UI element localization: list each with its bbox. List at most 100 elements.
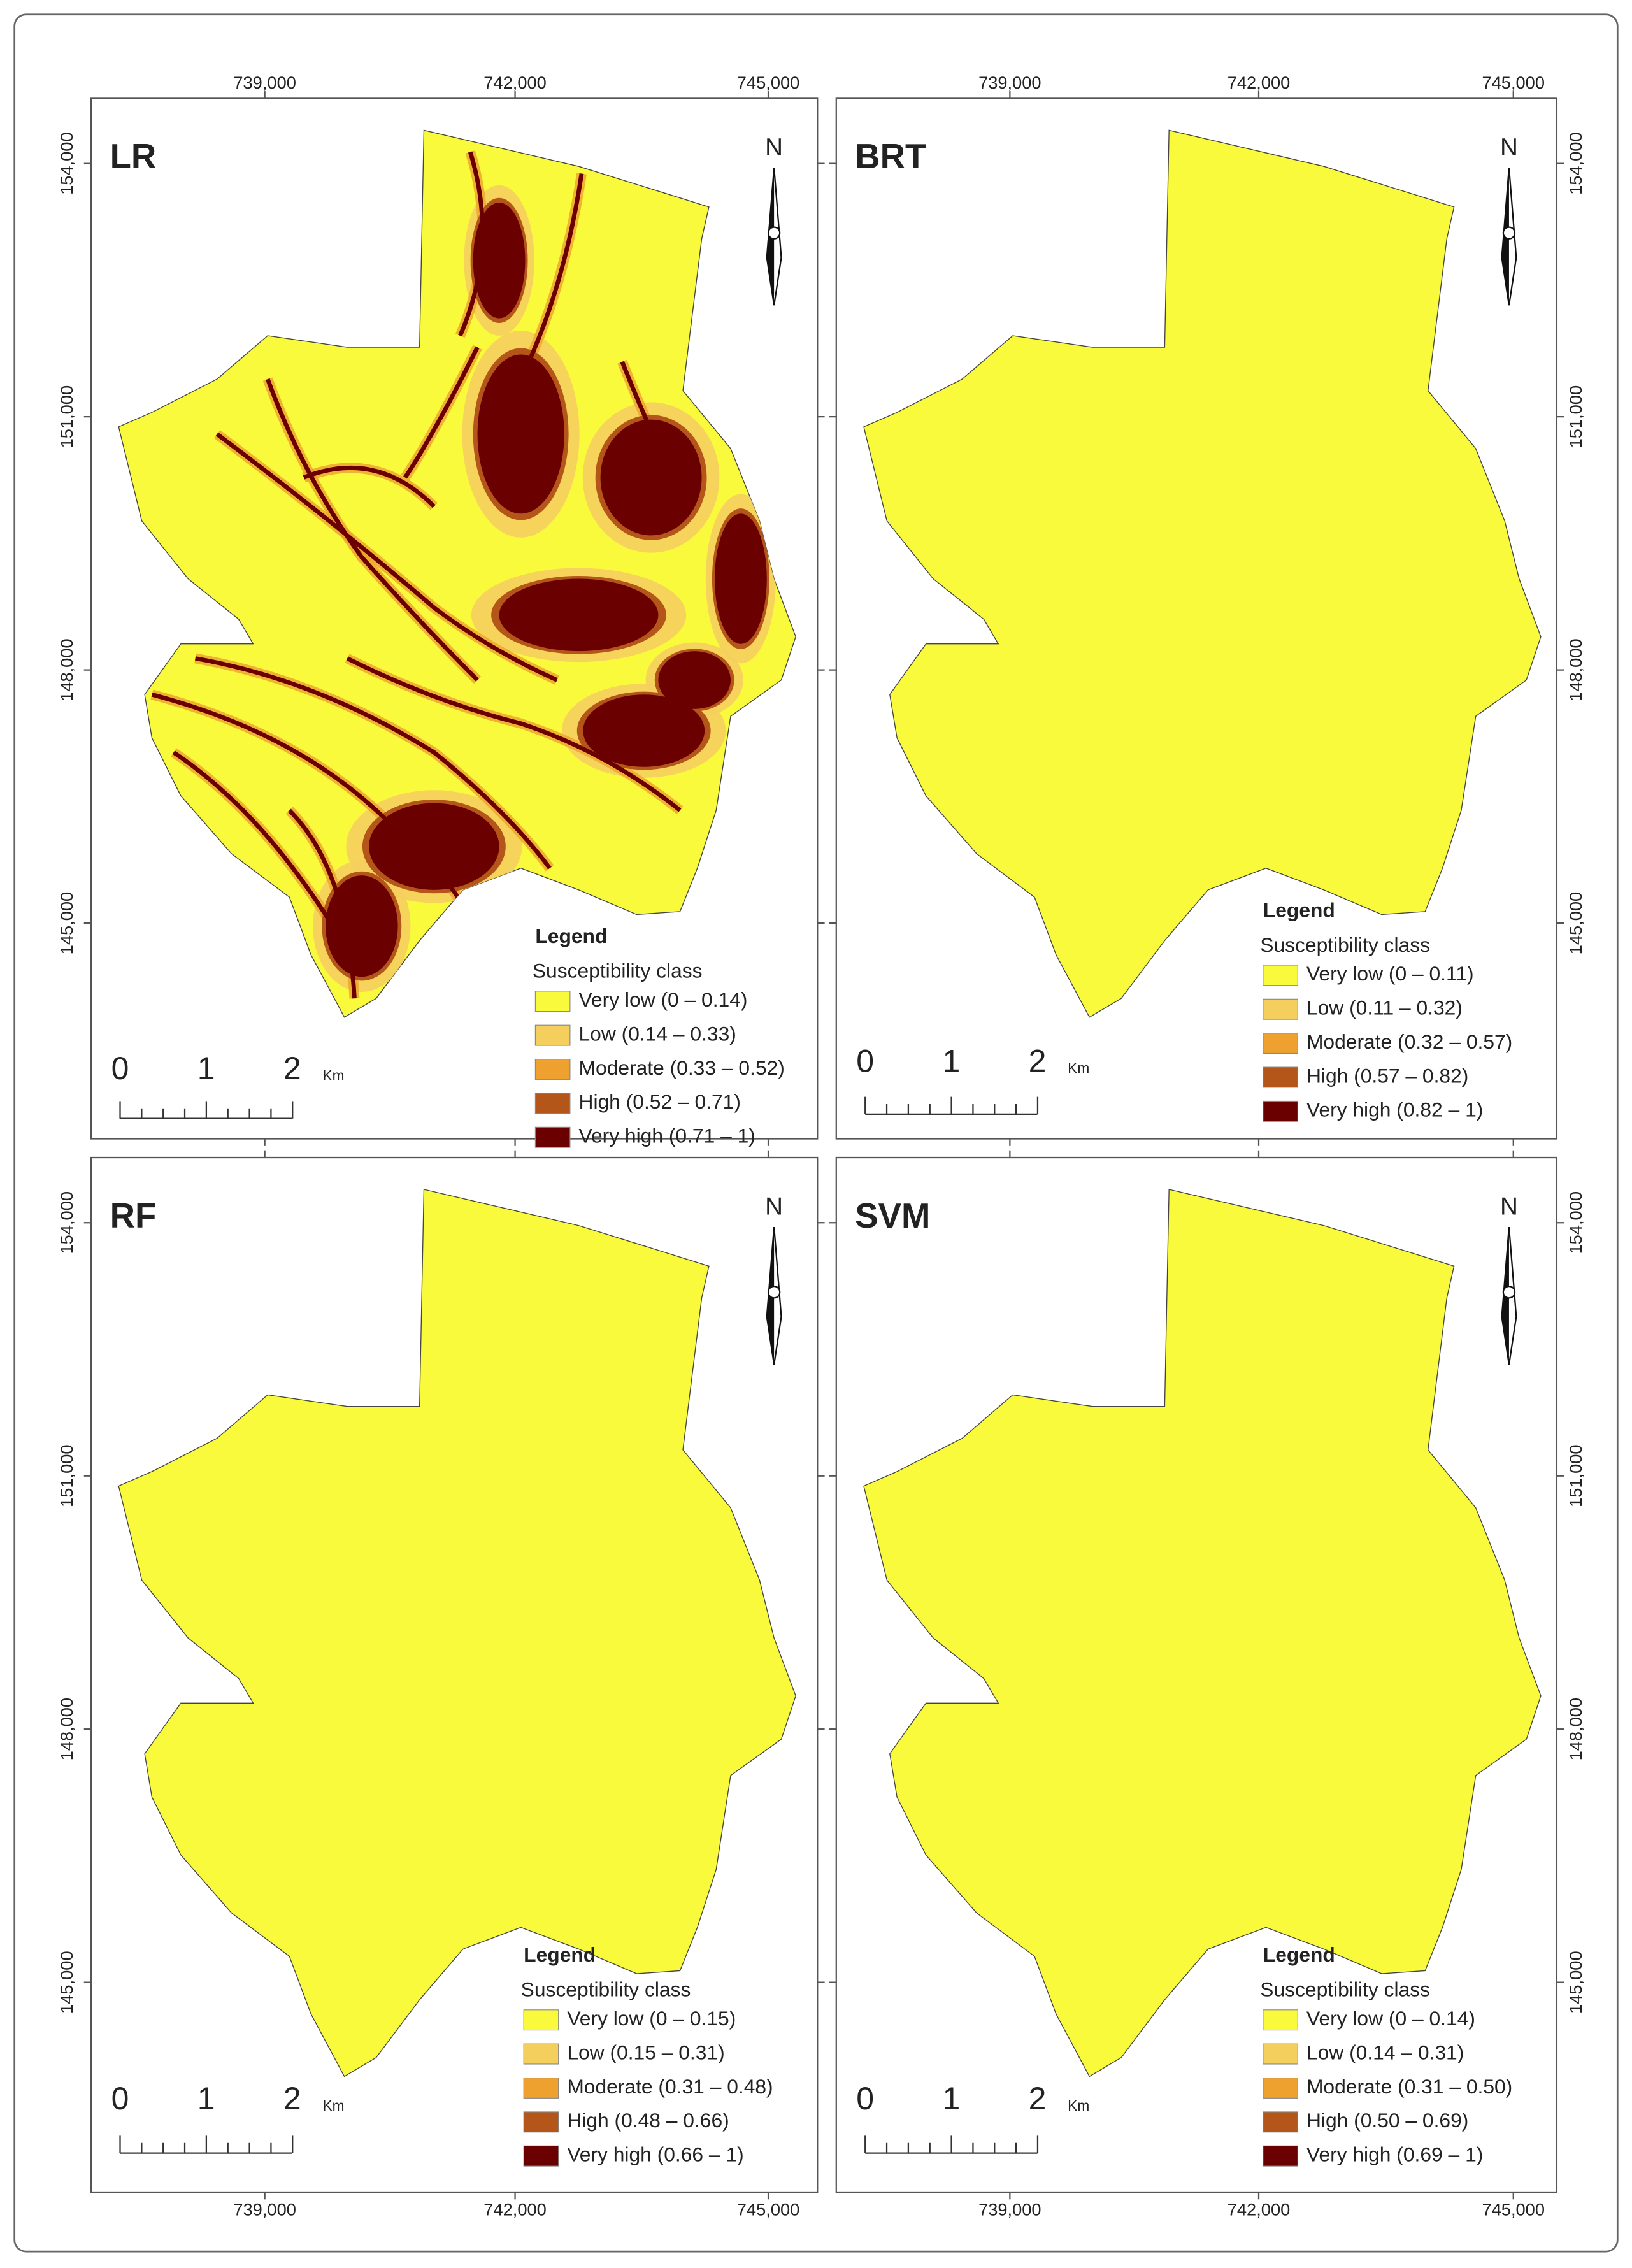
zone-very-high	[326, 875, 398, 977]
legend-label: Moderate (0.31 – 0.48)	[567, 2075, 773, 2098]
legend-subtitle: Susceptibility class	[1260, 1978, 1430, 2001]
study-area	[118, 1189, 796, 2078]
legend-swatch	[523, 2145, 559, 2167]
zone-very-high	[369, 803, 499, 890]
zone-very-high	[473, 202, 526, 319]
stream-channel	[215, 432, 558, 682]
legend-label: High (0.50 – 0.69)	[1306, 2109, 1468, 2132]
map-panel: SVM N 0 1 2 Km Legend Susceptibility class Very …	[829, 1150, 1564, 2200]
legend-swatch	[1263, 2111, 1298, 2133]
legend-swatch	[523, 2077, 559, 2099]
scale-label: 1	[197, 1051, 215, 1086]
north-label: N	[765, 1193, 783, 1221]
legend-label: Very high (0.82 – 1)	[1306, 1098, 1483, 1121]
legend-label: Very high (0.66 – 1)	[567, 2143, 743, 2166]
legend-label: Low (0.15 – 0.31)	[567, 2041, 724, 2063]
stream-channel	[303, 466, 436, 508]
x-coordinate-label: 742,000	[1228, 2200, 1291, 2220]
y-coordinate-label: 154,000	[1566, 1191, 1585, 1254]
scale-label: 0	[856, 2081, 874, 2116]
north-arrow-hub	[767, 1286, 781, 1299]
y-coordinate-label: 151,000	[57, 1444, 76, 1507]
x-coordinate-label: 745,000	[737, 2200, 800, 2220]
scale-label: 1	[942, 2081, 960, 2116]
legend-label: Very high (0.71 – 1)	[579, 1124, 755, 1147]
legend-label: High (0.52 – 0.71)	[579, 1090, 741, 1113]
study-area	[863, 1189, 1542, 2078]
legend-swatch	[534, 1024, 571, 1046]
legend-swatch	[1263, 1066, 1298, 1088]
scale-unit: Km	[322, 2097, 344, 2114]
zone-very-high	[499, 578, 659, 652]
y-coordinate-label: 154,000	[57, 1191, 76, 1254]
legend-swatch	[1263, 2043, 1298, 2065]
scale-label: 0	[111, 2081, 129, 2116]
legend-title: Legend	[535, 924, 607, 947]
legend-swatch	[534, 1059, 571, 1080]
scale-label: 1	[942, 1044, 960, 1079]
x-coordinate-label: 745,000	[737, 73, 800, 92]
y-coordinate-label: 148,000	[57, 638, 76, 701]
north-label: N	[1500, 1193, 1518, 1221]
x-coordinate-label: 739,000	[233, 2200, 296, 2220]
x-coordinate-label: 745,000	[1482, 2200, 1545, 2220]
x-coordinate-label: 742,000	[483, 2200, 547, 2220]
legend-swatch	[1263, 2077, 1298, 2099]
y-coordinate-label: 148,000	[1566, 1698, 1585, 1761]
stream-channel	[195, 656, 552, 870]
x-coordinate-label: 742,000	[483, 73, 547, 92]
zone-very-high	[583, 694, 705, 767]
legend-subtitle: Susceptibility class	[533, 959, 703, 982]
legend-swatch	[1263, 2145, 1298, 2167]
legend-label: Moderate (0.33 – 0.52)	[579, 1056, 785, 1079]
legend-label: Moderate (0.31 – 0.50)	[1306, 2075, 1512, 2098]
y-coordinate-label: 145,000	[1566, 892, 1585, 955]
legend-swatch	[1263, 2009, 1298, 2031]
panel-label: SVM	[855, 1196, 930, 1235]
y-coordinate-label: 145,000	[1566, 1951, 1585, 2014]
north-arrow-hub	[1502, 226, 1516, 240]
legend-label: Very low (0 – 0.14)	[579, 988, 748, 1011]
y-coordinate-label: 154,000	[1566, 132, 1585, 195]
y-coordinate-label: 151,000	[1566, 1444, 1585, 1507]
stream-channel	[265, 378, 479, 682]
map-panel: LR N 0 1 2 Km Legend Susceptibility class Very l…	[83, 91, 825, 1148]
legend-swatch	[1263, 1033, 1298, 1054]
y-coordinate-label: 148,000	[1566, 638, 1585, 701]
map-panel: RF N 0 1 2 Km Legend Susceptibility class Very l…	[83, 1150, 825, 2200]
scale-label: 0	[111, 1051, 129, 1086]
legend-label: Very low (0 – 0.14)	[1306, 2007, 1475, 2030]
x-coordinate-label: 739,000	[978, 2200, 1041, 2220]
legend-title: Legend	[524, 1943, 596, 1966]
north-label: N	[1500, 134, 1518, 161]
legend-label: Low (0.11 – 0.32)	[1306, 996, 1463, 1019]
legend-swatch	[523, 2111, 559, 2133]
stream-channel	[519, 173, 584, 380]
x-coordinate-label: 739,000	[233, 73, 296, 92]
scale-unit: Km	[1068, 2097, 1089, 2114]
legend-swatch	[534, 1093, 571, 1114]
legend-swatch	[1263, 1100, 1298, 1122]
legend-label: Moderate (0.32 – 0.57)	[1306, 1030, 1512, 1053]
stream-channel	[172, 750, 335, 928]
study-area	[863, 129, 1542, 1018]
legend-title: Legend	[1263, 1943, 1335, 1966]
legend-label: Low (0.14 – 0.31)	[1306, 2041, 1464, 2063]
panel-label: LR	[110, 137, 157, 176]
scale-label: 2	[283, 2081, 301, 2116]
x-coordinate-label: 742,000	[1228, 73, 1291, 92]
stream-channel	[346, 656, 682, 812]
legend-title: Legend	[1263, 898, 1335, 921]
scale-unit: Km	[1068, 1059, 1089, 1076]
zone-very-high	[600, 419, 702, 536]
legend-subtitle: Susceptibility class	[521, 1978, 691, 2001]
scale-label: 1	[197, 2081, 215, 2116]
legend-swatch	[1263, 965, 1298, 986]
north-label: N	[765, 134, 783, 161]
legend-swatch	[523, 2043, 559, 2065]
x-coordinate-label: 739,000	[978, 73, 1041, 92]
map-panel: BRT N 0 1 2 Km Legend Susceptibility class Very …	[829, 91, 1564, 1146]
scale-label: 0	[856, 1044, 874, 1079]
panel-label: RF	[110, 1196, 157, 1235]
